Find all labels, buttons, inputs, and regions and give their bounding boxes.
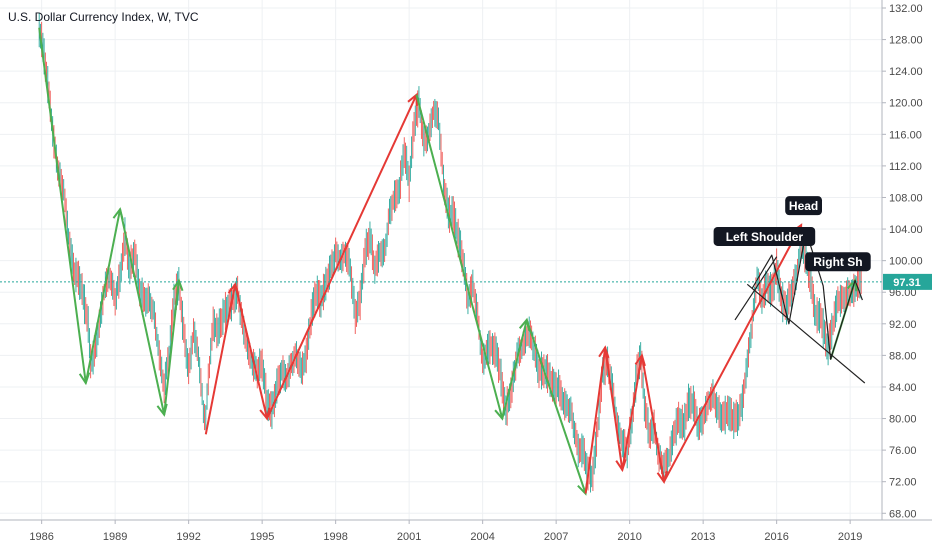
x-tick-label: 2016 [764,531,788,543]
wave-line [415,94,587,494]
annotation-text: Head [789,199,818,213]
wave-arrowhead [634,353,646,367]
x-axis-ticks: 1986 1989 1992 1995 1998 2001 2004 2007 2010 2013… [29,520,862,543]
x-tick-label: 2004 [470,531,494,543]
y-tick-label: 128.00 [889,35,923,47]
wave-arrowhead [78,372,91,386]
x-tick-label: 1986 [29,531,53,543]
y-tick-label: 88.00 [889,350,917,362]
x-tick-label: 1989 [103,531,127,543]
y-tick-label: 104.00 [889,224,923,236]
wave-arrowhead [598,345,610,359]
x-tick-label: 1995 [250,531,274,543]
wave-line [584,224,803,494]
y-tick-label: 68.00 [889,508,917,520]
price-series [38,12,862,493]
time-axis-background [0,520,932,550]
annotation-background [805,252,871,272]
annotation-label: Right Sh [805,252,871,272]
annotation-background [785,196,822,216]
annotation-label: Left Shoulder [713,226,816,246]
annotations: Head Left Shoulder Right Sh [713,196,871,272]
y-tick-label: 96.00 [889,287,917,299]
wave-arrowhead [112,207,124,221]
x-tick-label: 2019 [838,531,862,543]
y-tick-label: 132.00 [889,3,923,15]
wave-arrowhead [518,317,530,331]
y-tick-label: 116.00 [889,129,922,141]
y-tick-label: 76.00 [889,445,917,457]
x-tick-label: 2001 [397,531,421,543]
x-tick-label: 2010 [617,531,641,543]
x-tick-label: 1992 [176,531,200,543]
x-tick-label: 1998 [323,531,347,543]
y-tick-label: 120.00 [889,98,923,110]
annotation-label: Head [785,196,822,216]
annotation-text: Left Shoulder [726,230,804,244]
wave-line [204,284,237,435]
y-tick-label: 112.00 [889,161,922,173]
last-price-label: 97.31 [893,277,921,289]
annotation-background [713,226,816,246]
wave-arrowhead [156,403,168,417]
last-price-tag: 97.31 [883,273,932,290]
wave-line [746,283,866,384]
y-tick-label: 72.00 [889,477,917,489]
x-tick-label: 2007 [544,531,568,543]
y-tick-label: 108.00 [889,192,923,204]
wave-arrowhead [259,407,271,421]
wave-arrowhead [494,407,506,421]
y-tick-label: 124.00 [889,66,923,78]
y-tick-label: 100.00 [889,256,923,268]
last-price-tag-background [883,273,932,290]
wave-lines [38,27,866,496]
annotation-text: Right Sh [813,255,862,269]
y-tick-label: 80.00 [889,414,917,426]
wave-line [734,256,778,321]
y-tick-label: 84.00 [889,382,917,394]
wave-arrowhead [615,459,627,473]
x-tick-label: 2013 [691,531,715,543]
y-tick-label: 92.00 [889,319,917,331]
wave-arrowhead [656,470,668,484]
y-axis-ticks: 68.00 72.00 76.00 80.00 84.00 88.00 92.00 96.00… [882,3,923,520]
wave-arrowhead [172,278,184,292]
chart-title: U.S. Dollar Currency Index, W, TVC [8,10,199,24]
